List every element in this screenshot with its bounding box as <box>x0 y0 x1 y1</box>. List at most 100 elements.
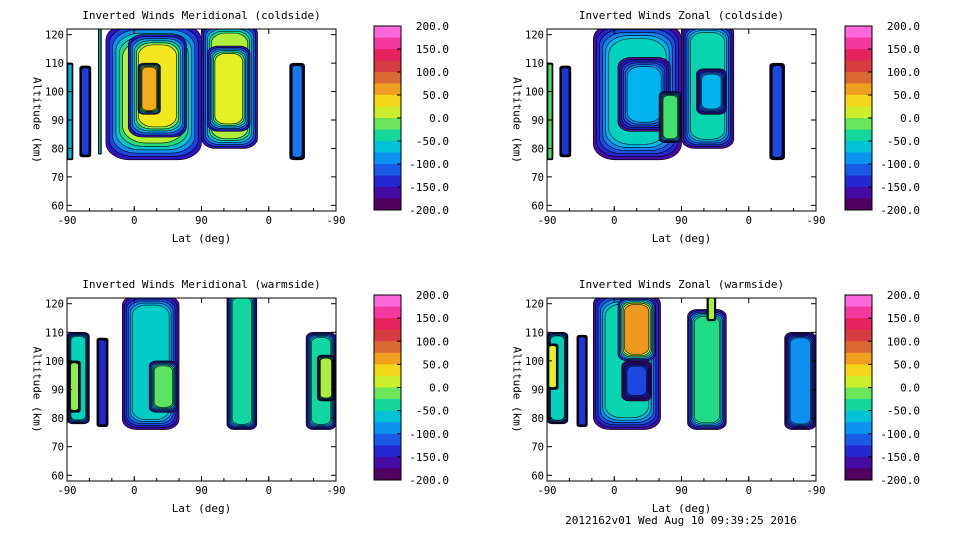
colorbar-segment <box>845 60 872 73</box>
colorbar-segment <box>845 329 872 342</box>
chart-title: Inverted Winds Zonal (warmside) <box>579 278 784 291</box>
contour-band <box>626 365 647 397</box>
colorbar-segment <box>845 152 872 165</box>
colorbar-segment <box>374 49 401 61</box>
colorbar-segment <box>374 399 401 412</box>
y-tick-label: 70 <box>531 172 544 184</box>
colorbar-segment <box>845 95 872 107</box>
colorbar-segment <box>374 95 401 107</box>
colorbar-segment <box>374 72 401 84</box>
colorbar-tick-label: 0.0 <box>900 112 920 125</box>
x-tick-label: -90 <box>58 215 77 227</box>
colorbar-segment <box>374 306 401 319</box>
colorbar-segment <box>374 175 401 188</box>
contour-band <box>214 53 243 125</box>
colorbar-tick-label: -150.0 <box>880 181 920 194</box>
chart-panel-4: -90 0 90 0 -90 60 70 80 90 100 110 120 Inverted Wind… <box>511 278 921 515</box>
colorbar-segment <box>374 456 401 469</box>
colorbar-tick-label: 0.0 <box>429 382 449 395</box>
contour-layer <box>547 29 785 161</box>
colorbar-segment <box>845 72 872 84</box>
y-tick-label: 60 <box>51 470 64 482</box>
chart-panel-3: -90 0 90 0 -90 60 70 80 90 100 110 120 Inverted Wind… <box>31 278 450 515</box>
y-tick-label: 80 <box>51 143 64 155</box>
colorbar-tick-label: 200.0 <box>416 20 449 33</box>
colorbar-tick-label: -150.0 <box>409 181 449 194</box>
colorbar-segment <box>374 118 401 130</box>
colorbar-segment <box>845 37 872 50</box>
y-tick-label: 120 <box>525 299 544 311</box>
colorbar-tick-label: 100.0 <box>416 335 449 348</box>
contour-layer <box>67 298 336 430</box>
contour-band <box>626 66 662 123</box>
y-tick-label: 120 <box>45 30 64 42</box>
colorbar-segment <box>374 106 401 119</box>
y-axis-label: Altitude (km) <box>31 77 44 163</box>
y-tick-label: 110 <box>45 327 64 339</box>
contour-band <box>98 29 102 154</box>
contour-layer <box>547 298 816 430</box>
colorbar-segment <box>845 26 872 38</box>
colorbar-segment <box>374 198 401 211</box>
contour-band <box>141 66 157 111</box>
colorbar: 200.0 150.0 100.0 50.0 0.0 -50.0 -100.0 -150.0 -… <box>844 289 920 487</box>
y-axis-label: Altitude (km) <box>511 346 524 432</box>
colorbar-segment <box>845 399 872 412</box>
y-tick-label: 70 <box>51 442 64 454</box>
colorbar-tick-label: 150.0 <box>416 312 449 325</box>
colorbar-segment <box>374 352 401 365</box>
x-tick-label: 0 <box>266 485 272 497</box>
y-tick-label: 90 <box>531 115 544 127</box>
colorbar-segment <box>845 49 872 61</box>
colorbar-tick-label: 150.0 <box>887 312 920 325</box>
colorbar-segment <box>374 468 401 481</box>
colorbar-segment <box>374 433 401 446</box>
x-tick-label: -90 <box>58 485 77 497</box>
colorbar-segment <box>374 364 401 377</box>
colorbar-segment <box>374 26 401 38</box>
colorbar-segment <box>374 37 401 50</box>
x-tick-label: 0 <box>611 215 617 227</box>
colorbar-tick-label: 200.0 <box>887 20 920 33</box>
colorbar-tick-label: 0.0 <box>429 112 449 125</box>
colorbar-segment <box>374 422 401 435</box>
colorbar-tick-label: 50.0 <box>423 358 450 371</box>
y-tick-label: 70 <box>531 442 544 454</box>
x-axis-label: Lat (deg) <box>172 502 232 515</box>
colorbar-segment <box>845 341 872 354</box>
colorbar-segment <box>845 175 872 188</box>
colorbar-tick-label: 100.0 <box>887 66 920 79</box>
x-axis-label: Lat (deg) <box>652 232 712 245</box>
chart-panel-1: -90 0 90 0 -90 60 70 80 90 100 110 120 Inverted Wind… <box>31 9 450 245</box>
y-tick-label: 100 <box>525 87 544 99</box>
colorbar-tick-label: -50.0 <box>416 405 449 418</box>
contour-band <box>70 362 79 411</box>
colorbar-segment <box>845 141 872 153</box>
chart-title: Inverted Winds Zonal (coldside) <box>579 9 784 22</box>
colorbar-tick-label: 0.0 <box>900 382 920 395</box>
x-tick-label: -90 <box>538 485 557 497</box>
x-tick-label: -90 <box>327 485 346 497</box>
x-tick-label: 0 <box>131 485 137 497</box>
x-tick-label: 90 <box>195 485 208 497</box>
contour-layer <box>67 29 305 161</box>
x-tick-label: -90 <box>807 485 826 497</box>
y-tick-label: 90 <box>531 385 544 397</box>
colorbar-segment <box>845 164 872 176</box>
colorbar-tick-label: -150.0 <box>880 451 920 464</box>
colorbar-tick-label: -200.0 <box>880 474 920 487</box>
x-tick-label: -90 <box>327 215 346 227</box>
colorbar-segment <box>374 187 401 199</box>
y-axis-label: Altitude (km) <box>31 346 44 432</box>
colorbar-segment <box>374 410 401 423</box>
contour-band <box>771 65 783 158</box>
chart-title: Inverted Winds Meridional (warmside) <box>82 278 320 291</box>
colorbar-segment <box>845 422 872 435</box>
colorbar-tick-label: -100.0 <box>880 158 920 171</box>
colorbar-segment <box>845 445 872 458</box>
colorbar-segment <box>374 387 401 400</box>
colorbar-tick-label: -50.0 <box>887 405 920 418</box>
colorbar-tick-label: 50.0 <box>423 89 450 102</box>
y-tick-label: 100 <box>45 87 64 99</box>
colorbar-tick-label: 100.0 <box>416 66 449 79</box>
